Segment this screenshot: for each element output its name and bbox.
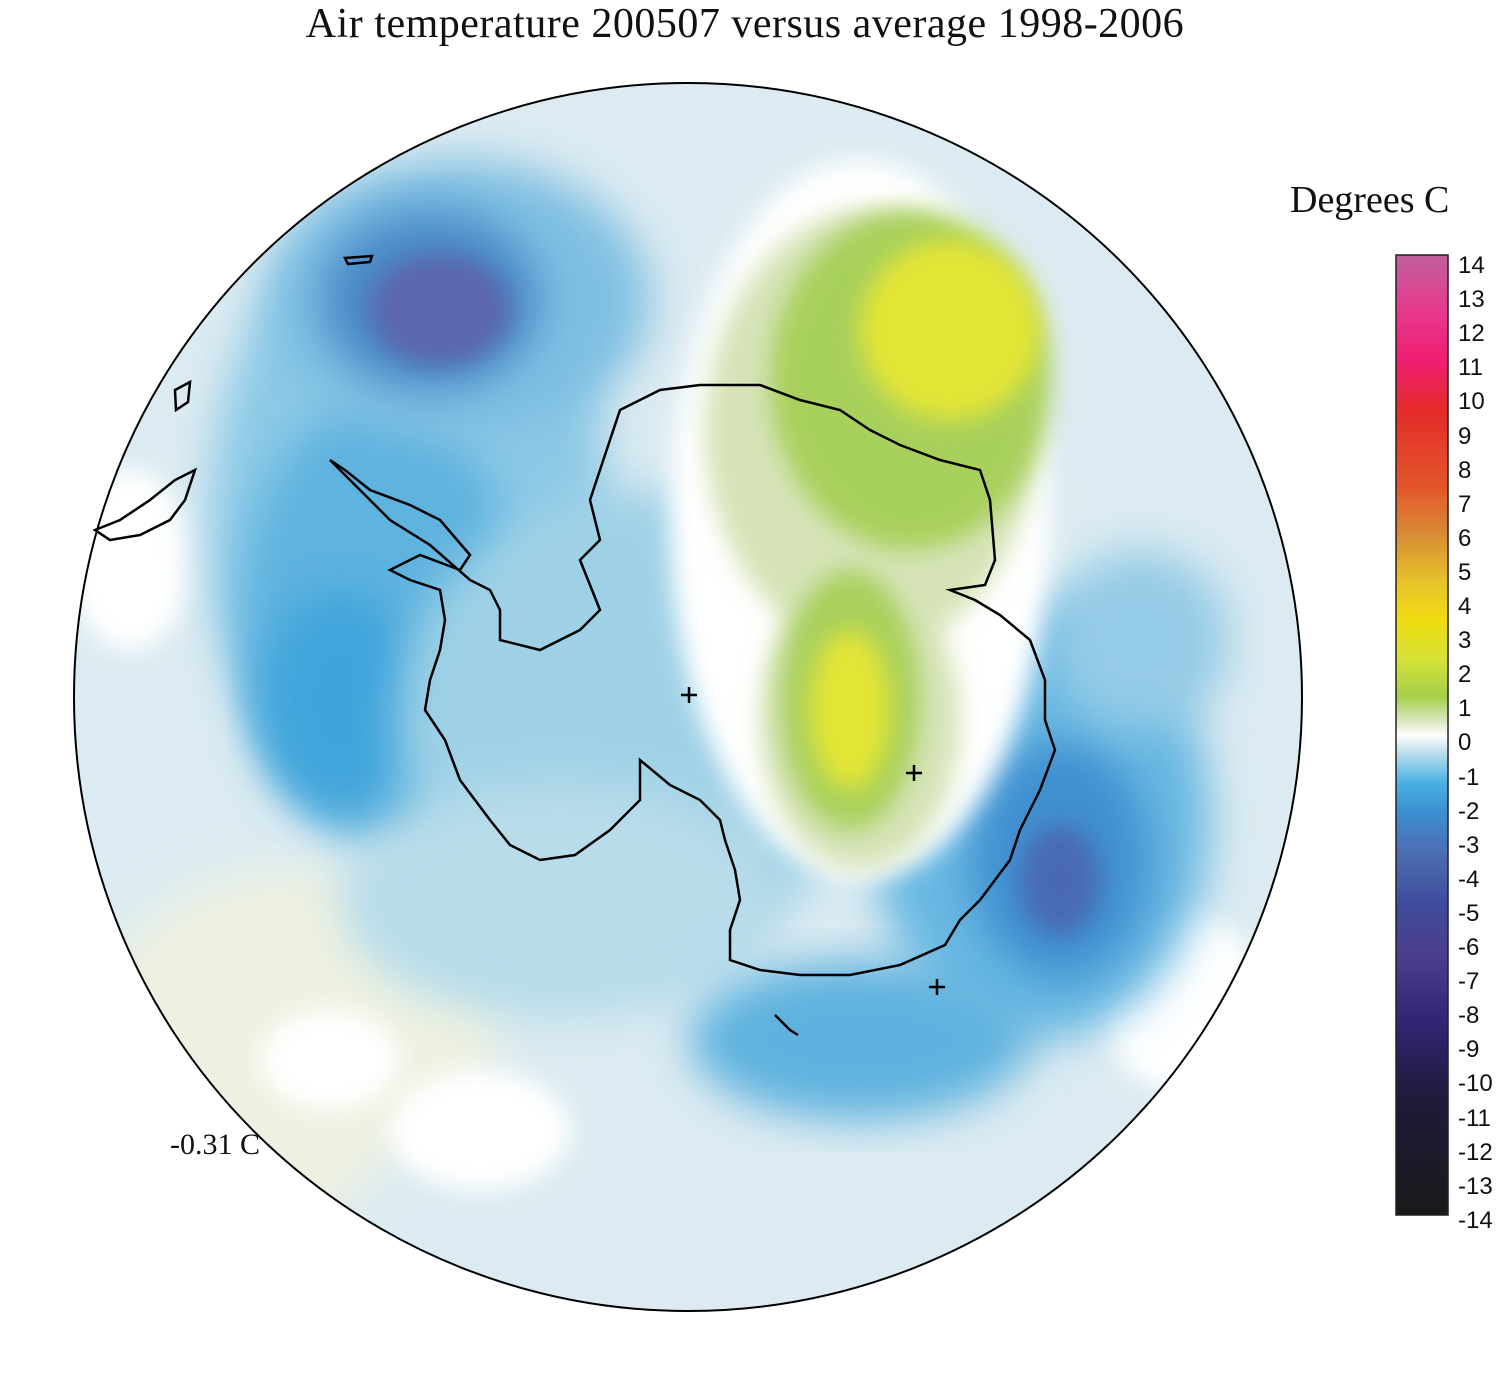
legend-tick-label: -13	[1458, 1172, 1493, 1200]
legend-tick-label: -8	[1458, 1002, 1480, 1030]
legend-tick-label: -12	[1458, 1138, 1493, 1166]
legend-tick-label: 7	[1458, 490, 1472, 518]
legend-tick-label: -5	[1458, 899, 1480, 927]
mean-anomaly-label: -0.31 C	[170, 1128, 260, 1161]
station-marker	[681, 687, 697, 703]
station-marker	[906, 765, 922, 781]
legend-tick-label: 2	[1458, 661, 1472, 689]
legend-tick-label: 5	[1458, 558, 1472, 586]
legend-tick-labels: 14 13 12 11 10 9 8 7 6 5 4 3 2 1 0 -1 -2 -3 -4 -5 -6 -7 -8 -9 -1…	[1458, 252, 1500, 1236]
legend-tick-label: 10	[1458, 388, 1485, 416]
legend-tick-label: -10	[1458, 1070, 1493, 1098]
legend-tick-label: 1	[1458, 695, 1472, 723]
legend-tick-label: 6	[1458, 524, 1472, 552]
legend-tick-label: -4	[1458, 865, 1480, 893]
legend-tick-label: 13	[1458, 286, 1485, 314]
map-boundary	[73, 82, 1303, 1312]
legend-tick-label: 9	[1458, 422, 1472, 450]
legend-tick-label: 14	[1458, 252, 1485, 279]
station-marker	[929, 979, 945, 995]
island-outline	[343, 254, 374, 266]
map-title: Air temperature 200507 versus average 19…	[305, 1, 1185, 47]
legend-color-bar	[1395, 254, 1449, 1216]
legend-tick-label: -11	[1458, 1104, 1491, 1132]
legend-tick-label: -14	[1458, 1206, 1493, 1234]
island-outline	[774, 1014, 799, 1037]
legend-tick-label: 0	[1458, 729, 1472, 757]
legend-tick-label: 8	[1458, 456, 1472, 484]
legend-tick-label: -3	[1458, 831, 1480, 859]
legend-tick-label: 3	[1458, 627, 1472, 655]
legend-tick-label: -1	[1458, 763, 1480, 791]
south-america-coastline	[92, 467, 198, 542]
legend-tick-label: 11	[1458, 354, 1483, 382]
legend-tick-label: -7	[1458, 968, 1480, 996]
legend-tick-label: -9	[1458, 1036, 1480, 1064]
legend-tick-label: 12	[1458, 320, 1485, 348]
legend-tick-label: -6	[1458, 934, 1480, 961]
antarctica-coastline	[329, 383, 1057, 977]
legend-tick-label: -2	[1458, 797, 1480, 825]
legend-title: Degrees C	[1290, 179, 1450, 221]
legend-tick-label: 4	[1458, 593, 1472, 620]
island-outline	[173, 379, 192, 413]
